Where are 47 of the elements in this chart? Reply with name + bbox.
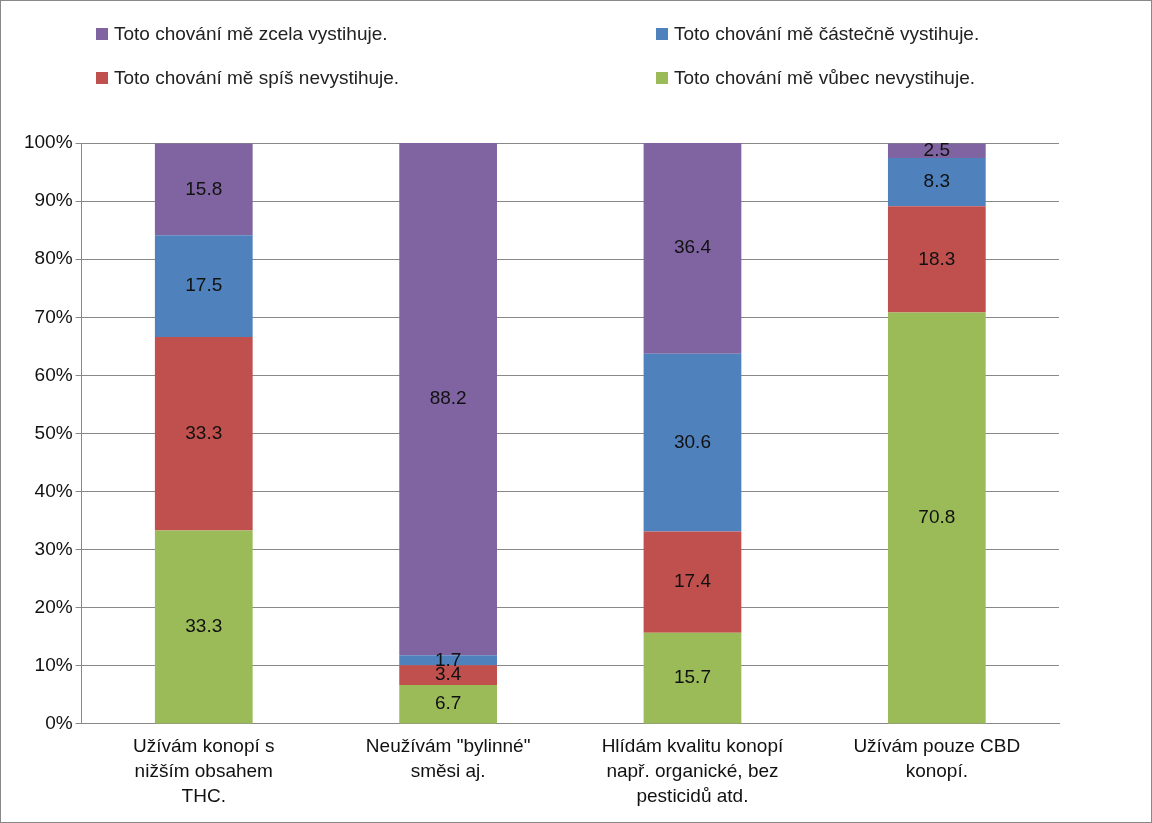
y-tick-label: 10% — [34, 654, 73, 676]
bar — [154, 235, 253, 338]
x-tick-label: Užívám konopí s nižším obsahem THC. — [133, 735, 275, 806]
data-label: 15.7 — [673, 666, 711, 688]
bar — [643, 531, 742, 633]
y-tick-label: 40% — [34, 479, 73, 501]
bar — [643, 632, 742, 724]
x-tick-label: Užívám pouze CBD konopí. — [853, 735, 1021, 782]
x-tick-label: Neužívám "bylinné" směsi aj. — [365, 735, 531, 782]
bar — [154, 143, 253, 236]
data-label: 17.4 — [673, 570, 712, 592]
legend-label: Toto chování mě vůbec nevystihuje. — [674, 67, 976, 89]
y-tick-label: 50% — [34, 421, 73, 443]
bar — [643, 353, 742, 532]
bar — [399, 655, 497, 666]
bar — [887, 312, 986, 724]
bar — [399, 665, 497, 685]
data-label: 2.5 — [923, 139, 951, 161]
bar — [154, 337, 253, 531]
legend-label: Toto chování mě spíš nevystihuje. — [114, 67, 400, 89]
y-tick-label: 0% — [45, 712, 73, 734]
y-tick-label: 70% — [34, 305, 73, 327]
data-label: 15.8 — [185, 177, 223, 199]
data-label: 36.4 — [673, 236, 712, 258]
data-label: 8.3 — [923, 170, 951, 192]
bar — [887, 158, 986, 207]
legend-label: Toto chování mě zcela vystihuje. — [114, 23, 388, 45]
data-label: 6.7 — [434, 692, 462, 714]
data-label: 70.8 — [918, 506, 956, 528]
data-label: 33.3 — [185, 421, 223, 443]
bar — [887, 206, 986, 313]
bar — [154, 530, 253, 724]
y-tick-label: 20% — [34, 595, 73, 617]
data-label: 18.3 — [918, 247, 956, 269]
data-label: 30.6 — [673, 430, 711, 452]
legend-label: Toto chování mě částečně vystihuje. — [674, 23, 980, 45]
bar — [399, 684, 497, 724]
y-tick-label: 100% — [23, 131, 73, 153]
y-tick-label: 60% — [34, 363, 73, 385]
data-label: 88.2 — [429, 387, 467, 409]
data-label: 17.5 — [185, 274, 223, 296]
bar — [643, 143, 742, 354]
y-tick-label: 30% — [34, 537, 73, 559]
data-label: 33.3 — [185, 615, 223, 637]
y-tick-label: 80% — [34, 247, 73, 269]
x-tick-label: Hlídám kvalitu konopí např. organické, bez pesticidů atd. — [601, 735, 785, 806]
y-tick-label: 90% — [34, 189, 73, 211]
